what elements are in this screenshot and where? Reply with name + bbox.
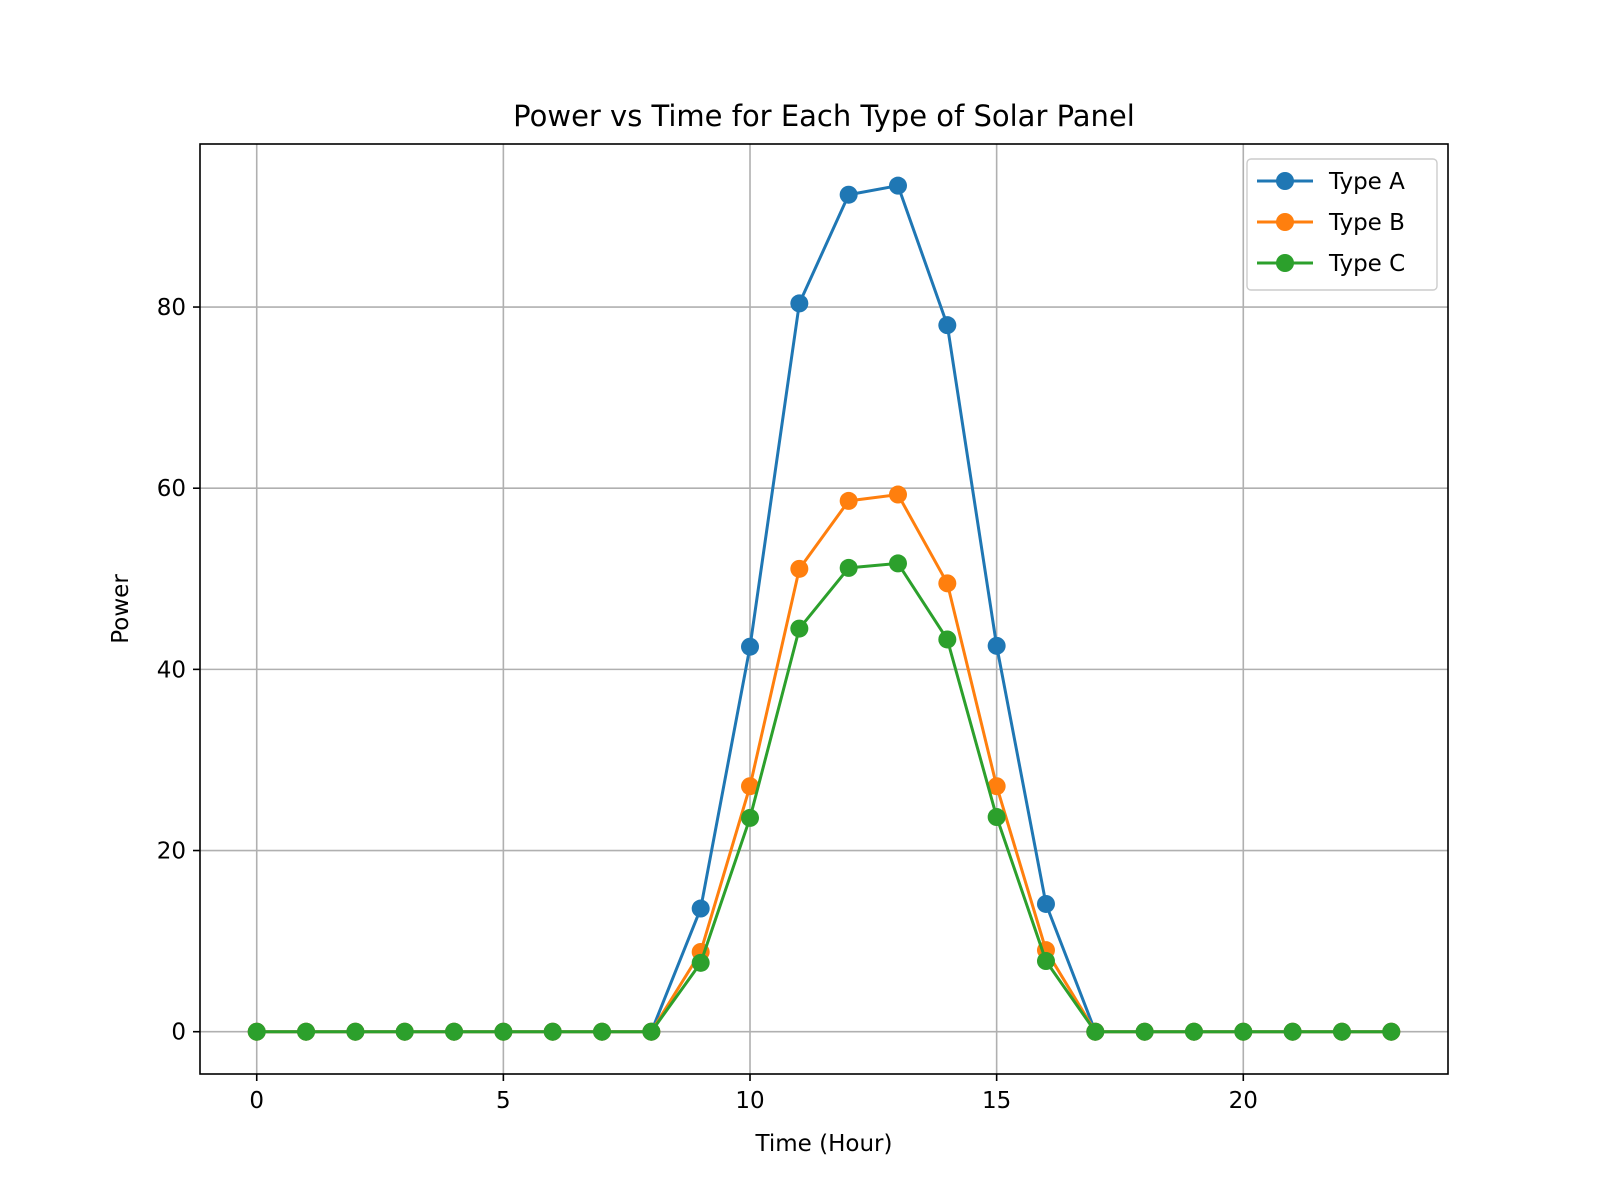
data-point [938,630,957,649]
x-tick-label: 15 [982,1088,1011,1114]
data-point [888,176,907,195]
data-point [938,316,957,335]
legend-label: Type C [1328,251,1405,277]
data-point [1283,1022,1302,1041]
data-point [741,777,760,796]
data-point [1135,1022,1154,1041]
data-point [741,637,760,656]
legend: Type A Type B Type C [1246,158,1438,291]
data-point [790,619,809,638]
series-line-type-b [256,493,1392,1034]
data-point [1036,894,1055,913]
data-point [790,294,809,313]
x-tick-label: 5 [496,1088,511,1114]
data-point [1036,952,1055,971]
data-point [691,899,710,918]
y-tick-label: 0 [171,1020,186,1046]
data-point [888,485,907,504]
x-tick-label: 10 [735,1088,764,1114]
y-tick-label: 40 [157,657,186,683]
data-point [395,1022,414,1041]
data-point [938,574,957,593]
data-point [247,1022,266,1041]
chart-title: Power vs Time for Each Type of Solar Pan… [513,99,1135,133]
data-point [839,491,858,510]
data-point [741,808,760,827]
data-point [494,1022,513,1041]
plot-frame [199,143,1449,1075]
data-point [1332,1022,1351,1041]
data-point [445,1022,464,1041]
x-tick-label: 20 [1229,1088,1258,1114]
data-point [346,1022,365,1041]
data-point [1234,1022,1253,1041]
data-point [987,777,1006,796]
y-axis-label: Power [108,574,134,644]
legend-swatch-marker [1276,254,1294,272]
x-axis-label: Time (Hour) [755,1131,893,1157]
data-point [1086,1022,1105,1041]
data-point [297,1022,316,1041]
data-point [987,808,1006,827]
data-point [593,1022,612,1041]
y-tick-label: 60 [157,476,186,502]
series-line-type-c [256,561,1392,1034]
data-point [839,558,858,577]
data-point [839,185,858,204]
y-tick-label: 80 [157,295,186,321]
legend-box [1246,158,1438,291]
legend-swatch-marker [1276,172,1294,190]
legend-swatch-marker [1276,213,1294,231]
data-point [987,636,1006,655]
series-line-type-a [256,184,1392,1034]
ticks: 0 5 10 15 20 0 20 40 60 80 [157,295,1258,1114]
data-point [1184,1022,1203,1041]
y-tick-label: 20 [157,839,186,865]
data-point [543,1022,562,1041]
data-point [790,559,809,578]
legend-label: Type A [1328,169,1405,195]
data-point [691,953,710,972]
x-tick-label: 0 [249,1088,264,1114]
data-point [888,554,907,573]
data-point [1382,1022,1401,1041]
series-layer [247,176,1401,1041]
legend-label: Type B [1328,210,1405,236]
data-point [642,1022,661,1041]
